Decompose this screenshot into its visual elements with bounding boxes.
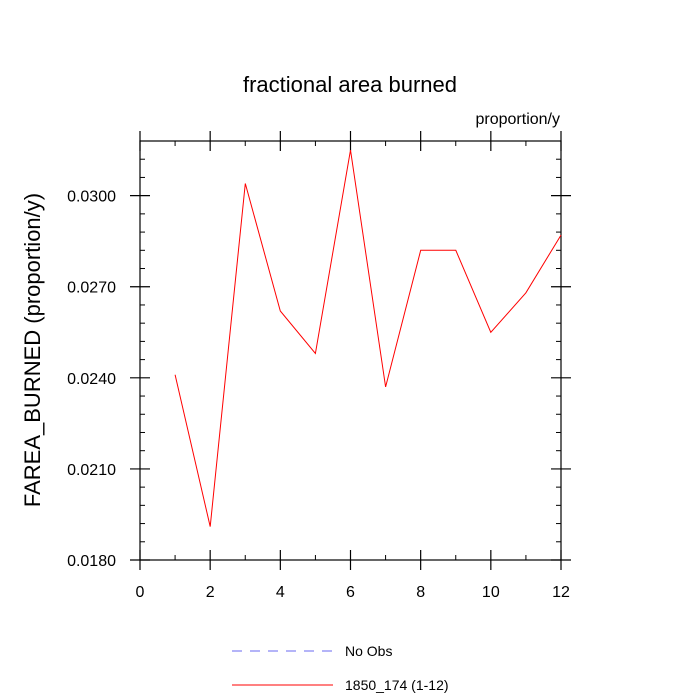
y-tick-label: 0.0300	[67, 189, 116, 206]
y-tick-label: 0.0240	[67, 371, 116, 388]
x-tick-label: 2	[206, 584, 215, 601]
x-tick-label: 6	[346, 584, 355, 601]
x-tick-label: 12	[552, 584, 570, 601]
chart-title: fractional area burned	[243, 72, 457, 97]
y-tick-label: 0.0210	[67, 462, 116, 479]
y-tick-label: 0.0270	[67, 280, 116, 297]
units-label: proportion/y	[476, 111, 561, 128]
legend: No Obs 1850_174 (1-12)	[232, 643, 449, 693]
y-axis-label: FAREA_BURNED (proportion/y)	[20, 193, 45, 507]
x-tick-label: 8	[416, 584, 425, 601]
data-series	[174, 150, 562, 527]
x-tick-label: 4	[276, 584, 285, 601]
legend-label: 1850_174 (1-12)	[345, 677, 449, 693]
legend-label: No Obs	[345, 643, 392, 659]
series-line	[174, 150, 562, 527]
axis-ticks: 0 2 4 6 8 10 12 0.0180 0.0210 0.0240 0.0270 0.0300	[67, 131, 571, 601]
x-tick-label: 0	[136, 584, 145, 601]
x-tick-label: 10	[482, 584, 500, 601]
y-tick-label: 0.0180	[67, 553, 116, 570]
